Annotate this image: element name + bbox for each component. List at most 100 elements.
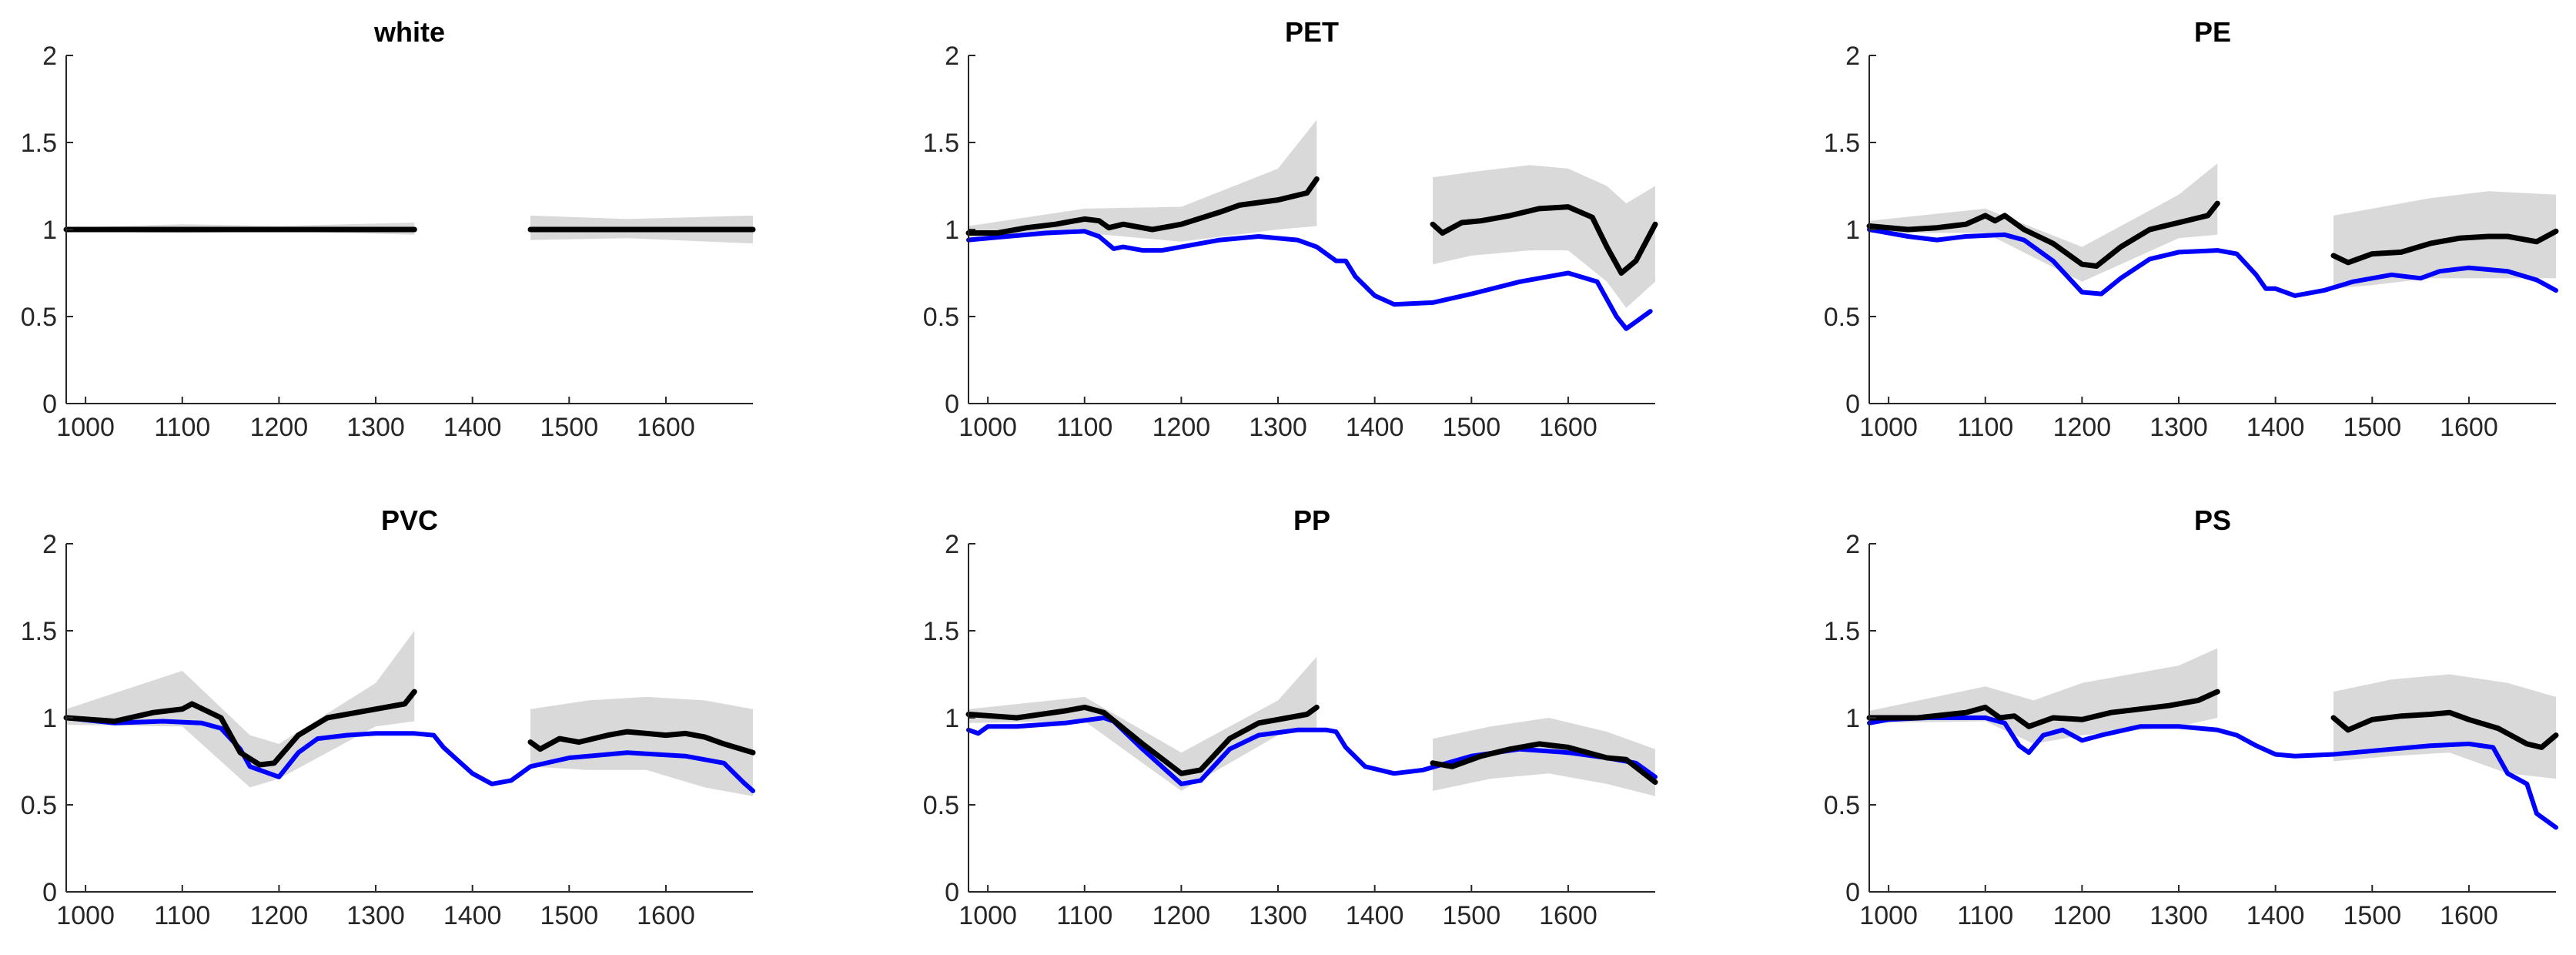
panel-pet: 0 0.5 1 1.5 2 1000 1100 1200 1300 1400 1500 1600 PET bbox=[923, 16, 1658, 442]
panel-white-ytick-label: 0.5 bbox=[21, 303, 57, 332]
panel-pet-xtick-label: 1300 bbox=[1249, 413, 1307, 442]
panel-pe-xtick-label: 1600 bbox=[2440, 413, 2498, 442]
panel-pp-band-1 bbox=[969, 656, 1317, 791]
panel-pp-xtick-label: 1400 bbox=[1346, 901, 1404, 930]
panel-pet-ytick-label: 2 bbox=[945, 42, 959, 71]
panel-ps: 0 0.5 1 1.5 2 1000 1100 1200 1300 1400 1500 1600 PS bbox=[1824, 504, 2559, 930]
panel-ps-ytick-label: 0.5 bbox=[1824, 791, 1860, 820]
panel-pet-band-2 bbox=[1433, 165, 1655, 308]
panel-ps-ytick-label: 1.5 bbox=[1824, 617, 1860, 646]
panel-white-xtick-label: 1300 bbox=[346, 413, 405, 442]
panel-ps-xtick-label: 1100 bbox=[1957, 901, 2013, 930]
panel-pvc-title: PVC bbox=[381, 504, 438, 536]
panel-ps-ytick-label: 0 bbox=[1845, 878, 1860, 907]
panel-pvc-xtick-label: 1400 bbox=[443, 901, 502, 930]
panel-white-xtick-label: 1100 bbox=[154, 413, 210, 442]
panel-pe-xtick-label: 1400 bbox=[2246, 413, 2305, 442]
panel-ps-xtick-label: 1200 bbox=[2053, 901, 2112, 930]
panel-white-ytick-label: 1 bbox=[42, 216, 57, 245]
panel-pet-title: PET bbox=[1285, 16, 1339, 48]
panel-pp-measured-line-1 bbox=[965, 704, 1320, 776]
panel-pp-band-2 bbox=[1433, 718, 1655, 796]
panel-pvc-xtick-label: 1200 bbox=[250, 901, 309, 930]
panel-pvc-ytick-label: 0.5 bbox=[21, 791, 57, 820]
panel-ps-xtick-label: 1000 bbox=[1859, 901, 1918, 930]
panel-pet-xtick-label: 1500 bbox=[1442, 413, 1500, 442]
panel-pvc-xtick-label: 1100 bbox=[154, 901, 210, 930]
panel-pvc-xtick-label: 1600 bbox=[637, 901, 695, 930]
panel-pet-measured-line-2 bbox=[1430, 204, 1658, 276]
panel-pe-ytick-label: 1.5 bbox=[1824, 129, 1860, 158]
panel-pe-xtick-label: 1200 bbox=[2053, 413, 2112, 442]
panel-pvc-band-1 bbox=[66, 631, 415, 788]
panel-pe-ytick-label: 2 bbox=[1845, 42, 1860, 71]
panel-white-ytick-label: 0 bbox=[42, 390, 57, 419]
panel-white-xtick-label: 1000 bbox=[56, 413, 115, 442]
panel-pe-xtick-label: 1100 bbox=[1957, 413, 2013, 442]
panel-pp-xtick-label: 1500 bbox=[1442, 901, 1500, 930]
panel-pvc-reference-line-1 bbox=[64, 715, 755, 793]
panel-pvc-ytick-label: 0 bbox=[42, 878, 57, 907]
panel-pvc-ytick-label: 1.5 bbox=[21, 617, 57, 646]
panel-pvc-band-2 bbox=[530, 696, 753, 796]
panel-pp-ytick-label: 1 bbox=[945, 704, 959, 733]
panel-pvc-measured-line-1 bbox=[63, 689, 417, 768]
panel-ps-xtick-label: 1400 bbox=[2246, 901, 2305, 930]
panel-pe-measured-line-1 bbox=[1866, 200, 2220, 269]
panel-pe-title: PE bbox=[2194, 16, 2231, 48]
panel-pp-ytick-label: 0.5 bbox=[923, 791, 959, 820]
panel-pe-ytick-label: 1 bbox=[1845, 216, 1860, 245]
panel-ps-band-1 bbox=[1869, 648, 2218, 744]
panel-pvc-measured-line-2 bbox=[527, 729, 756, 756]
panel-pe: 0 0.5 1 1.5 2 1000 1100 1200 1300 1400 1500 1600 PE bbox=[1824, 16, 2559, 442]
panel-ps-reference-line-1 bbox=[1867, 715, 2558, 830]
panel-ps-title: PS bbox=[2194, 504, 2231, 536]
panel-white-xtick-label: 1600 bbox=[637, 413, 695, 442]
panel-ps-xtick-label: 1600 bbox=[2440, 901, 2498, 930]
panel-white-xtick-label: 1200 bbox=[250, 413, 309, 442]
panel-pe-measured-line-2 bbox=[2330, 228, 2559, 266]
panel-pet-xtick-label: 1200 bbox=[1153, 413, 1211, 442]
panel-white-title: white bbox=[373, 16, 445, 48]
panel-white-ytick-label: 1.5 bbox=[21, 129, 57, 158]
panel-ps-xtick-label: 1300 bbox=[2149, 901, 2208, 930]
panel-ps-band-2 bbox=[2333, 674, 2556, 779]
panel-pp-xtick-label: 1100 bbox=[1056, 901, 1112, 930]
panel-white: 0 0.5 1 1.5 2 1000 1100 1200 1300 1400 1500 1600 whi… bbox=[21, 16, 756, 442]
panel-pet-xtick-label: 1400 bbox=[1346, 413, 1404, 442]
panel-pp-xtick-label: 1200 bbox=[1153, 901, 1211, 930]
panel-pp-ytick-label: 2 bbox=[945, 530, 959, 559]
panel-ps-xtick-label: 1500 bbox=[2343, 901, 2401, 930]
panel-ps-measured-line-2 bbox=[2330, 709, 2559, 750]
panel-pet-band-1 bbox=[969, 119, 1317, 242]
panel-pp-ytick-label: 0 bbox=[945, 878, 959, 907]
panel-pe-ytick-label: 0 bbox=[1845, 390, 1860, 419]
panel-pet-ytick-label: 1 bbox=[945, 216, 959, 245]
panel-pet-ytick-label: 0 bbox=[945, 390, 959, 419]
panel-pe-xtick-label: 1300 bbox=[2149, 413, 2208, 442]
panel-pvc-ytick-label: 2 bbox=[42, 530, 57, 559]
panel-pvc-xtick-label: 1500 bbox=[540, 901, 598, 930]
panel-pvc-xtick-label: 1300 bbox=[346, 901, 405, 930]
panel-pvc-xtick-label: 1000 bbox=[56, 901, 115, 930]
panel-pe-band-1 bbox=[1869, 163, 2218, 282]
panel-pet-xtick-label: 1600 bbox=[1539, 413, 1597, 442]
panel-ps-ytick-label: 1 bbox=[1845, 704, 1860, 733]
panel-pet-ytick-label: 0.5 bbox=[923, 303, 959, 332]
panel-pet-xtick-label: 1100 bbox=[1056, 413, 1112, 442]
panel-pe-xtick-label: 1500 bbox=[2343, 413, 2401, 442]
panel-pp-measured-line-2 bbox=[1430, 741, 1658, 786]
panel-pp-xtick-label: 1600 bbox=[1539, 901, 1597, 930]
panel-pvc-ytick-label: 1 bbox=[42, 704, 57, 733]
panel-white-xtick-label: 1500 bbox=[540, 413, 598, 442]
panel-pet-reference-line-1 bbox=[966, 229, 1653, 331]
panel-ps-ytick-label: 2 bbox=[1845, 530, 1860, 559]
panel-pe-xtick-label: 1000 bbox=[1859, 413, 1918, 442]
panel-pvc: 0 0.5 1 1.5 2 1000 1100 1200 1300 1400 1500 1600 PVC bbox=[21, 504, 756, 930]
panel-pp-xtick-label: 1300 bbox=[1249, 901, 1307, 930]
panel-pe-reference-line-1 bbox=[1867, 227, 2558, 298]
panel-pp-ytick-label: 1.5 bbox=[923, 617, 959, 646]
panel-pp: 0 0.5 1 1.5 2 1000 1100 1200 1300 1400 1500 1600 PP bbox=[923, 504, 1658, 930]
